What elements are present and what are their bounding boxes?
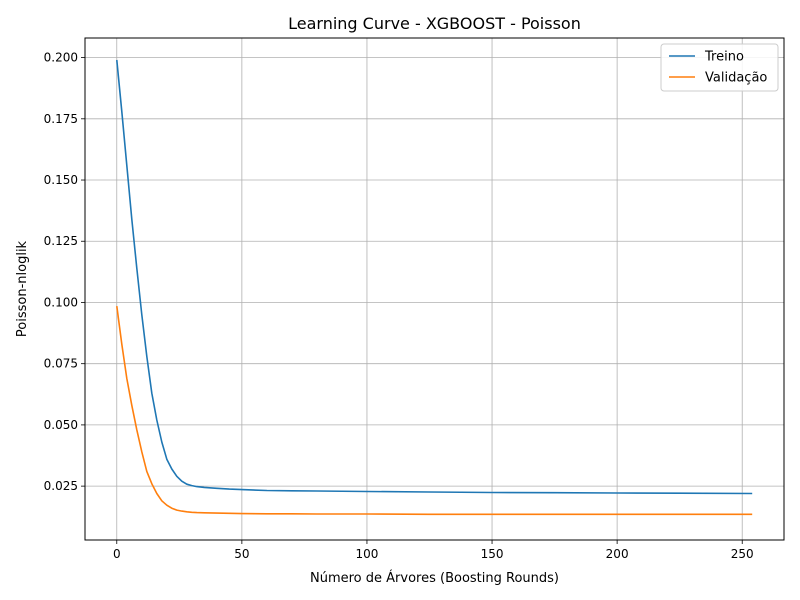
y-axis-label: Poisson-nloglik (15, 240, 30, 337)
y-tick-label: 0.075 (44, 357, 78, 371)
y-tick-label: 0.150 (44, 173, 78, 187)
legend: Treino Validação (660, 43, 779, 92)
x-tick-label: 0 (113, 547, 121, 561)
x-axis-label: Número de Árvores (Boosting Rounds) (310, 570, 559, 586)
y-tick-label: 0.025 (44, 479, 78, 493)
y-tick-label: 0.100 (44, 295, 78, 309)
series-line-validation (116, 305, 753, 516)
legend-label: Validação (705, 71, 767, 86)
x-axis-ticks: 0 50 100 150 200 250 (113, 540, 754, 561)
chart-title: Learning Curve - XGBOOST - Poisson (288, 14, 581, 33)
y-axis-ticks: 0.025 0.050 0.075 0.100 0.125 0.150 0.175 0.200 (44, 51, 85, 493)
y-tick-label: 0.200 (44, 51, 78, 65)
legend-label: Treino (704, 50, 744, 65)
x-tick-label: 150 (481, 547, 504, 561)
x-tick-label: 50 (234, 547, 249, 561)
series-lines (116, 59, 753, 516)
y-tick-label: 0.050 (44, 418, 78, 432)
grid (85, 38, 784, 540)
x-tick-label: 250 (731, 547, 754, 561)
x-tick-label: 200 (606, 547, 629, 561)
x-tick-label: 100 (355, 547, 378, 561)
y-tick-label: 0.175 (44, 112, 78, 126)
plot-area-frame (84, 37, 785, 541)
series-line-train (116, 59, 753, 495)
y-tick-label: 0.125 (44, 234, 78, 248)
